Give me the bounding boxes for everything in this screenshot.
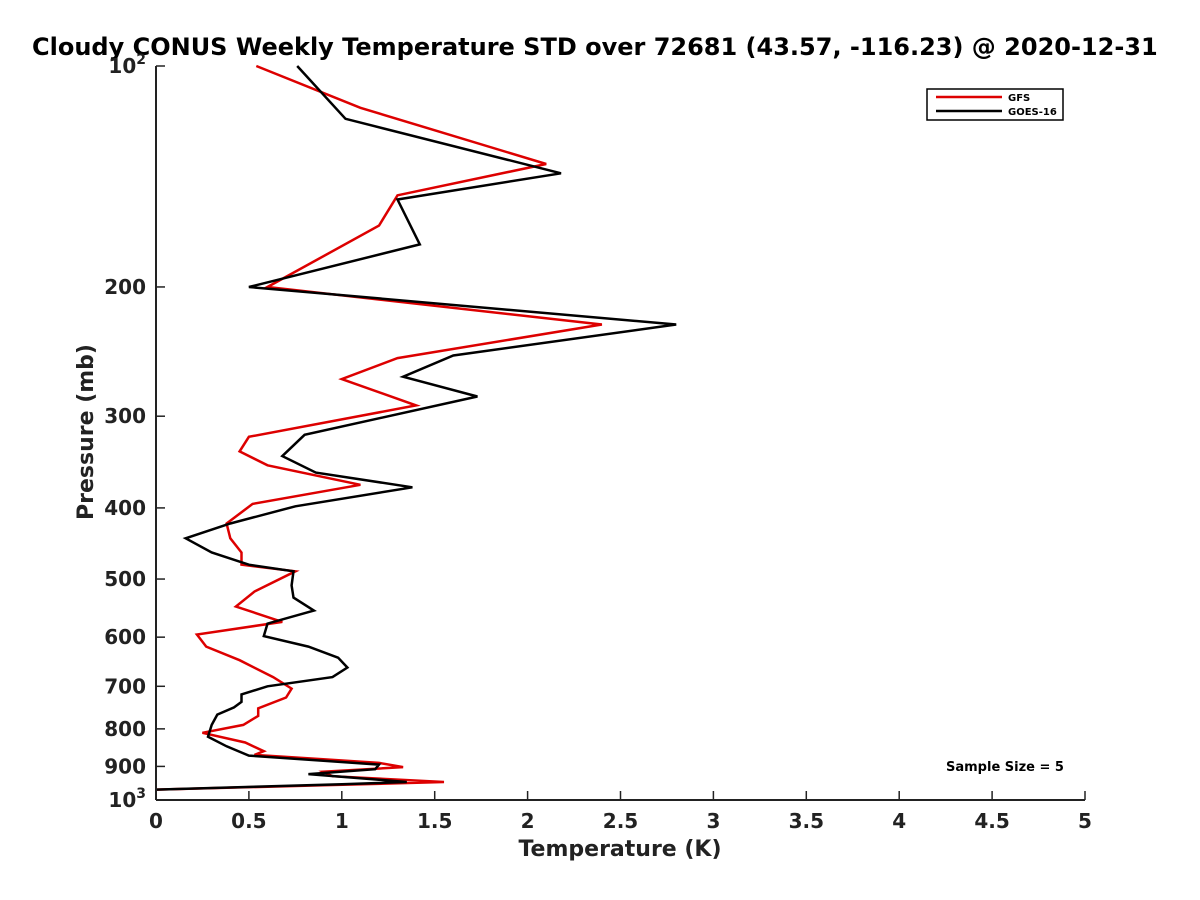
- legend-label-goes-16: GOES-16: [1008, 107, 1057, 118]
- x-tick-label: 3.5: [789, 809, 824, 833]
- x-tick-label: 0.5: [231, 809, 266, 833]
- y-tick-label: 700: [104, 674, 146, 698]
- y-tick-base: 10: [108, 54, 136, 78]
- y-tick-exponent: 3: [136, 786, 146, 802]
- series-line-gfs: [155, 64, 603, 791]
- x-tick-label: 0: [149, 809, 163, 833]
- x-tick-label: 2: [521, 809, 535, 833]
- x-tick-label: 5: [1078, 809, 1092, 833]
- y-tick-label: 600: [104, 625, 146, 649]
- series-layer: [155, 64, 677, 791]
- legend-box: [926, 88, 1064, 121]
- x-tick-label: 4: [892, 809, 906, 833]
- ticks-layer: 0 0.5 1 1.5 2 2.5 3 3.5 4 4.5 51022003004005006007…: [104, 52, 1092, 833]
- y-tick-label: 200: [104, 275, 146, 299]
- y-tick-base: 10: [108, 788, 136, 812]
- legend: GFS GOES-16: [926, 88, 1064, 121]
- sample-size-annotation: Sample Size = 5: [946, 760, 1064, 775]
- y-tick-label: 300: [104, 404, 146, 428]
- chart-title: Cloudy CONUS Weekly Temperature STD over…: [32, 33, 1158, 61]
- x-tick-label: 4.5: [974, 809, 1009, 833]
- x-tick-label: 2.5: [603, 809, 638, 833]
- y-tick-label: 400: [104, 496, 146, 520]
- x-tick-label: 3: [706, 809, 720, 833]
- y-axis-label: Pressure (mb): [74, 344, 99, 520]
- y-tick-label: 900: [104, 754, 146, 778]
- y-tick-label: 102: [108, 52, 146, 78]
- series-line-goes-16: [155, 65, 677, 791]
- x-axis-label: Temperature (K): [518, 837, 721, 862]
- legend-label-gfs: GFS: [1008, 93, 1030, 104]
- x-tick-label: 1.5: [417, 809, 452, 833]
- y-tick-label: 800: [104, 717, 146, 741]
- y-tick-exponent: 2: [136, 52, 146, 68]
- y-tick-label: 500: [104, 567, 146, 591]
- y-tick-label: 103: [108, 786, 146, 812]
- x-tick-label: 1: [335, 809, 349, 833]
